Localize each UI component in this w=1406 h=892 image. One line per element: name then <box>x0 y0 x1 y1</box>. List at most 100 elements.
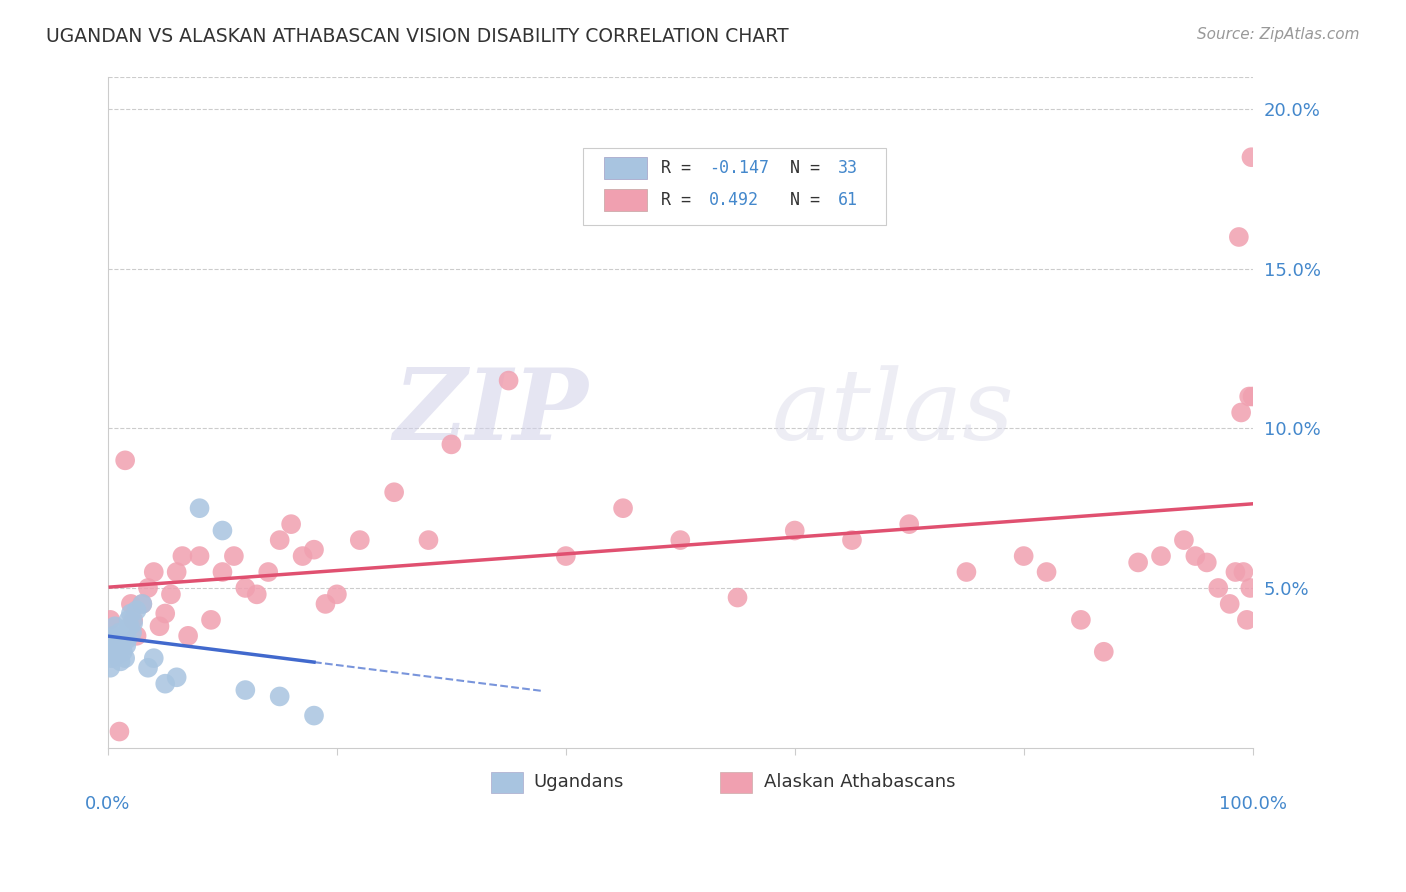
Point <box>125 629 148 643</box>
Text: R =: R = <box>661 159 700 177</box>
Point <box>155 676 177 690</box>
Point <box>122 613 145 627</box>
Point <box>111 635 134 649</box>
Point <box>100 651 122 665</box>
Point <box>160 587 183 601</box>
Point <box>107 641 129 656</box>
Point <box>1012 549 1035 563</box>
Text: ZIP: ZIP <box>394 364 589 461</box>
Point <box>727 591 749 605</box>
Point <box>103 629 125 643</box>
Point <box>314 597 336 611</box>
Bar <box>603 156 647 179</box>
Point <box>291 549 314 563</box>
Text: Source: ZipAtlas.com: Source: ZipAtlas.com <box>1197 27 1360 42</box>
Point <box>142 651 165 665</box>
Point <box>98 613 121 627</box>
Point <box>1241 390 1264 404</box>
Point <box>211 524 233 538</box>
Point <box>233 683 256 698</box>
Point <box>148 619 170 633</box>
Point <box>166 565 188 579</box>
Point <box>955 565 977 579</box>
Point <box>669 533 692 547</box>
Point <box>188 549 211 563</box>
Point <box>1184 549 1206 563</box>
Text: N =: N = <box>769 159 830 177</box>
Text: N =: N = <box>769 191 830 209</box>
Text: 0.0%: 0.0% <box>86 796 131 814</box>
Point <box>1236 613 1258 627</box>
Point <box>612 501 634 516</box>
Point <box>382 485 405 500</box>
Point <box>1225 565 1247 579</box>
Point <box>1240 150 1263 164</box>
Point <box>1232 565 1254 579</box>
Point <box>98 661 121 675</box>
Point <box>118 619 141 633</box>
Point <box>257 565 280 579</box>
Point <box>111 645 134 659</box>
Point <box>112 629 135 643</box>
Point <box>1070 613 1092 627</box>
Point <box>108 625 131 640</box>
Point <box>898 517 921 532</box>
Point <box>841 533 863 547</box>
FancyBboxPatch shape <box>583 148 886 225</box>
Text: -0.147: -0.147 <box>709 159 769 177</box>
Bar <box>603 189 647 211</box>
Text: UGANDAN VS ALASKAN ATHABASCAN VISION DISABILITY CORRELATION CHART: UGANDAN VS ALASKAN ATHABASCAN VISION DIS… <box>46 27 789 45</box>
Point <box>155 607 177 621</box>
Point <box>105 648 128 662</box>
Point <box>114 651 136 665</box>
Point <box>1035 565 1057 579</box>
Point <box>246 587 269 601</box>
Point <box>125 603 148 617</box>
Point <box>115 639 138 653</box>
Point <box>122 615 145 630</box>
Point <box>105 639 128 653</box>
Point <box>172 549 194 563</box>
Point <box>110 654 132 668</box>
Point <box>136 661 159 675</box>
Point <box>302 542 325 557</box>
Point <box>117 632 139 646</box>
Point <box>177 629 200 643</box>
Point <box>200 613 222 627</box>
Text: Alaskan Athabascans: Alaskan Athabascans <box>763 773 955 791</box>
Bar <box>492 772 523 793</box>
Point <box>1206 581 1229 595</box>
Text: Ugandans: Ugandans <box>534 773 624 791</box>
Point <box>1092 645 1115 659</box>
Point <box>136 581 159 595</box>
Point <box>326 587 349 601</box>
Point <box>98 645 121 659</box>
Point <box>269 690 291 704</box>
Point <box>233 581 256 595</box>
Point <box>1173 533 1195 547</box>
Text: atlas: atlas <box>772 365 1015 460</box>
Point <box>1126 556 1149 570</box>
Point <box>101 635 124 649</box>
Point <box>120 597 142 611</box>
Text: 33: 33 <box>838 159 858 177</box>
Point <box>142 565 165 579</box>
Text: 61: 61 <box>838 191 858 209</box>
Point <box>302 708 325 723</box>
Point <box>1219 597 1241 611</box>
Point <box>211 565 233 579</box>
Point <box>131 597 153 611</box>
Point <box>1239 581 1261 595</box>
Point <box>188 501 211 516</box>
Point <box>498 374 520 388</box>
Point <box>1227 230 1250 244</box>
Point <box>104 619 127 633</box>
Point <box>269 533 291 547</box>
Point <box>1195 556 1218 570</box>
Text: 0.492: 0.492 <box>709 191 759 209</box>
Point <box>108 724 131 739</box>
Point <box>554 549 576 563</box>
Point <box>280 517 302 532</box>
Point <box>120 607 142 621</box>
Point <box>1237 390 1260 404</box>
